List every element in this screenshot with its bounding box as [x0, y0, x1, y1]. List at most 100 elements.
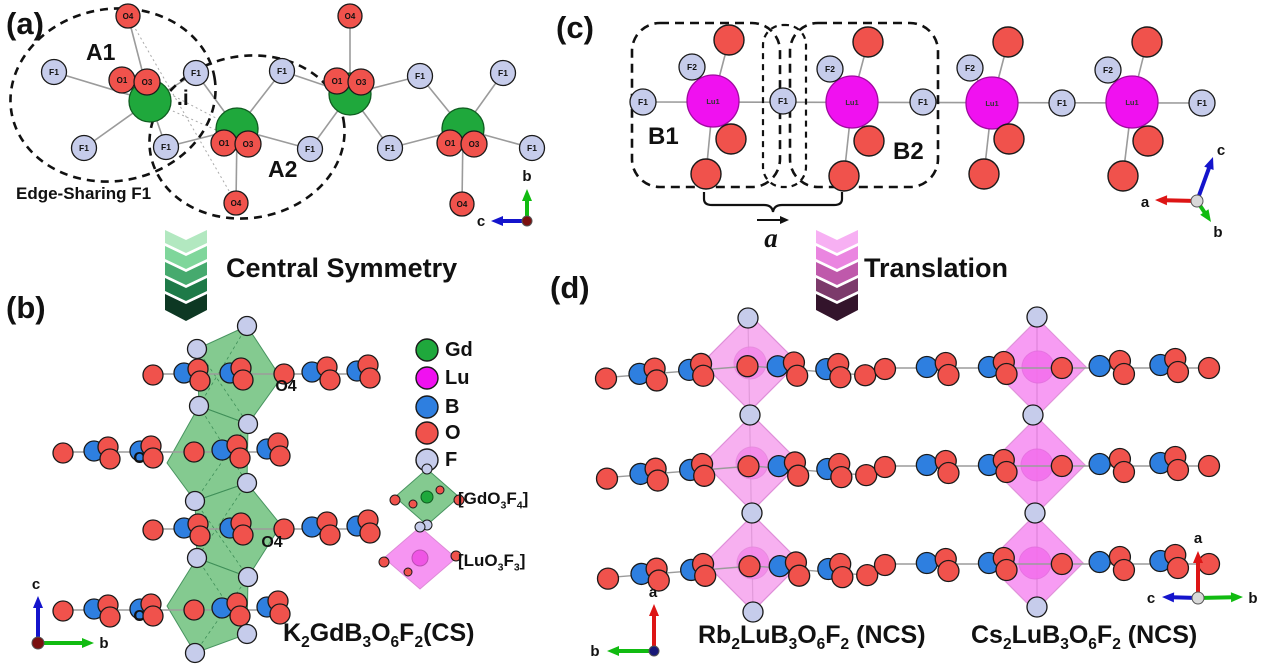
atom-O: [873, 553, 897, 577]
legend-swatch-lu: [415, 366, 439, 390]
atom-F1: [1048, 89, 1076, 117]
atom-O3: [347, 68, 375, 96]
borate-chain-row: O4: [142, 354, 381, 395]
vector-a-arrow-head: [780, 216, 789, 224]
inversion-dotted-line: [127, 15, 237, 204]
atom-O: [52, 600, 74, 622]
atom-O: [142, 364, 164, 386]
atom-O: [830, 465, 853, 489]
axis-origin: [521, 215, 533, 227]
borate-chain-row: O4: [52, 432, 291, 470]
atom-F: [741, 502, 763, 524]
cluster-ellipse-a1: [9, 7, 217, 183]
atom-O: [189, 525, 211, 547]
atom-O: [232, 369, 254, 391]
axis-label-c: c: [1147, 590, 1155, 607]
panel-c-axis: c a b: [1141, 142, 1225, 241]
atom-O: [855, 463, 878, 487]
inversion-center-label: .i: [177, 87, 189, 110]
atom-F: [1022, 404, 1044, 426]
atom-F1: [1188, 89, 1216, 117]
panel-c-label: (c): [556, 10, 594, 45]
atom-F1: [70, 134, 98, 162]
atom-F1: [182, 59, 210, 87]
atom-B: [915, 453, 938, 477]
atom-F1-label: F1: [191, 68, 201, 78]
atom-O: [273, 518, 295, 540]
atom-Lu1: [686, 74, 740, 128]
axis-origin: [648, 645, 660, 657]
atom-O3-label: O3: [142, 78, 153, 87]
atom-O: [183, 599, 205, 621]
axis-arrow-b-head: [1230, 592, 1243, 603]
axis-label-b: b: [522, 168, 531, 185]
atom-O: [1132, 125, 1164, 157]
atom-O3: [234, 130, 262, 158]
atom-O: [273, 363, 295, 385]
atom-O: [873, 455, 897, 479]
atom-O: [692, 364, 715, 387]
atom-F: [186, 547, 208, 569]
atom-F1: [769, 87, 797, 115]
atom-O: [229, 605, 251, 627]
atom-O: [595, 467, 619, 490]
axis-label-c: c: [477, 213, 485, 230]
atom-O4-label: O4: [231, 199, 242, 208]
atom-F1-label: F1: [527, 143, 537, 153]
legend-label-gd: Gd: [445, 339, 473, 361]
atom-Lu1-label: Lu1: [985, 99, 998, 108]
atom-B: [915, 355, 938, 379]
legend-atom-O: [450, 550, 462, 562]
atom-O4-label: O4: [345, 12, 356, 21]
atom-O: [1197, 356, 1221, 380]
atom-O4: [223, 190, 249, 216]
atom-Lu1: [1105, 75, 1159, 129]
atom-B: [1088, 550, 1111, 574]
cluster-a2-label: A2: [268, 156, 298, 182]
atom-O: [853, 125, 885, 157]
atom-O: [995, 460, 1018, 484]
atom-F1-label: F1: [385, 143, 395, 153]
atom-O: [319, 524, 341, 546]
atom-F1: [489, 59, 517, 87]
atom-O: [995, 558, 1018, 582]
cs2lub3o6f2-formula: Cs2LuB3O6F2 (NCS): [971, 621, 1198, 653]
atom-O: [646, 469, 669, 492]
atom-O: [594, 367, 618, 390]
vector-a-label: a: [764, 223, 778, 253]
atom-O: [738, 555, 761, 578]
axis-label-b: b: [1248, 590, 1257, 607]
atom-Lu1: [965, 76, 1019, 130]
atom-O: [1197, 454, 1221, 478]
translation-arrow: [816, 230, 858, 321]
atom-Lu1: [825, 75, 879, 129]
atom-O3-label: O3: [356, 78, 367, 87]
legend-atom-O: [453, 494, 465, 506]
edge-sharing-caption: Edge-Sharing F1: [16, 184, 152, 203]
atom-O: [319, 369, 341, 391]
atom-O: [1166, 360, 1190, 384]
atom-Lu1-label: Lu1: [1125, 98, 1138, 107]
panel-b-label: (b): [6, 290, 46, 325]
borate-chain-row: [873, 543, 1221, 583]
atom-O: [786, 364, 809, 387]
axis-arrow-a-head: [649, 604, 659, 616]
atom-O: [715, 123, 747, 155]
atom-O: [1131, 26, 1163, 58]
atom-O4: [449, 191, 475, 217]
axis-arrow-c-head: [491, 216, 503, 226]
atom-F1-label: F1: [161, 142, 171, 152]
axis-arrow-b-head: [82, 638, 94, 648]
atom-O: [995, 362, 1018, 386]
atom-F1-label: F1: [498, 68, 508, 78]
legend-atom-F: [421, 463, 433, 475]
atom-O: [142, 447, 164, 469]
o4-atom-label: O4: [261, 534, 282, 551]
atom-O: [52, 442, 74, 464]
atom-B: [1088, 354, 1111, 378]
atom-O: [1112, 362, 1136, 386]
axis-label-b: b: [590, 643, 599, 660]
atom-F1: [406, 62, 434, 90]
axis-label-b: b: [1213, 224, 1222, 241]
atom-F1: [376, 134, 404, 162]
